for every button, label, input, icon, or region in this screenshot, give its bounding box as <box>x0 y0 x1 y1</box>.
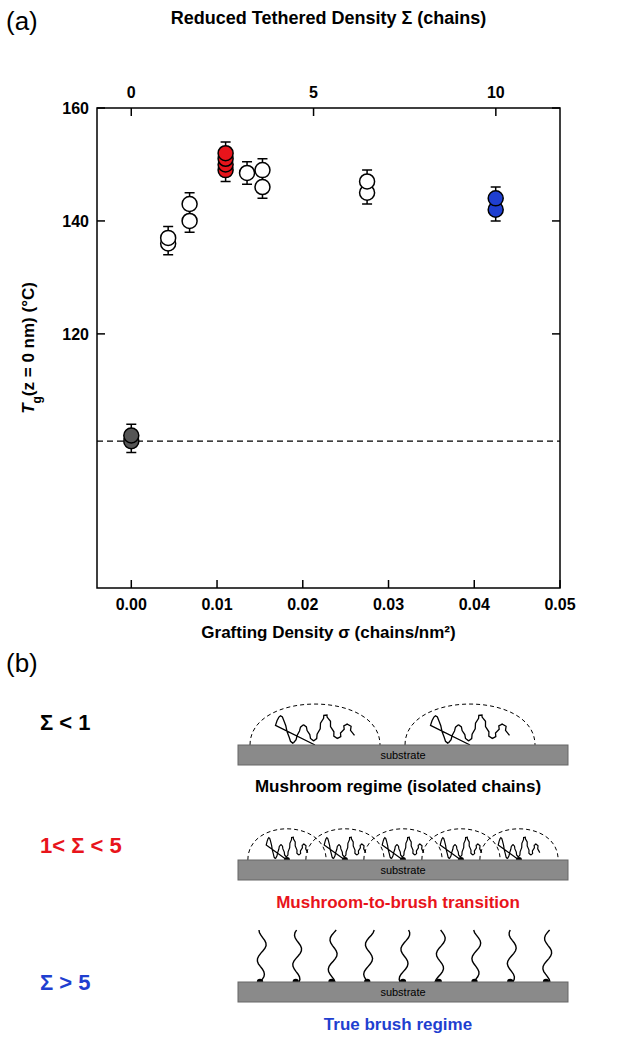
y-tick-right <box>552 220 560 222</box>
x-tick <box>302 580 304 588</box>
plot-frame <box>97 108 560 588</box>
x2-tick-label: 0 <box>127 84 136 101</box>
x-tick <box>559 580 561 588</box>
x-tick <box>474 580 476 588</box>
substrate <box>238 860 568 880</box>
chain <box>382 837 424 860</box>
data-point <box>182 213 197 228</box>
x2-tick <box>495 108 497 116</box>
y-axis-title-part: g <box>30 396 44 403</box>
x-tick-label: 0.03 <box>373 596 404 613</box>
substrate <box>238 745 568 765</box>
regime-caption: Mushroom-to-brush transition <box>276 893 520 912</box>
panel-label: (a) <box>6 6 38 36</box>
x-tick-label: 0.04 <box>459 596 490 613</box>
x-tick <box>388 580 390 588</box>
reference-line <box>97 441 560 442</box>
x-tick <box>216 580 218 588</box>
chain <box>435 930 445 982</box>
chain <box>399 930 410 982</box>
data-point <box>240 165 255 180</box>
x2-tick <box>131 108 133 116</box>
y-axis-title: Tg(z = 0 nm) (°C) <box>19 282 44 414</box>
panel-label: (b) <box>6 648 38 678</box>
data-point <box>218 146 233 161</box>
blob-outline <box>248 829 326 860</box>
chain <box>364 930 375 982</box>
page: {"chart_data": {"type": "scatter", "pane… <box>0 0 619 1041</box>
data-point <box>161 230 176 245</box>
y-tick-label: 140 <box>62 213 89 230</box>
x2-tick <box>313 108 315 116</box>
substrate-label: substrate <box>380 864 425 876</box>
regime-label: Σ < 1 <box>40 710 91 735</box>
blob-outline <box>250 704 380 745</box>
x-tick <box>131 580 133 588</box>
chain <box>328 930 337 982</box>
chain <box>276 715 355 745</box>
regime-label: Σ > 5 <box>40 970 91 995</box>
chain <box>472 930 481 982</box>
chain <box>324 837 366 860</box>
chain <box>507 930 516 982</box>
x-axis-title: Grafting Density σ (chains/nm²) <box>201 623 455 642</box>
data-point <box>182 197 197 212</box>
y-tick-label: 160 <box>62 100 89 117</box>
chain-illustration <box>257 930 552 985</box>
blob-outline <box>306 829 384 860</box>
chain <box>431 715 510 745</box>
regime-caption: True brush regime <box>324 1015 472 1034</box>
substrate-label: substrate <box>380 749 425 761</box>
x2-tick-label: 10 <box>487 84 505 101</box>
chain <box>440 837 482 860</box>
regime-caption: Mushroom regime (isolated chains) <box>255 777 541 796</box>
x2-tick-label: 5 <box>309 84 318 101</box>
chain <box>266 837 308 860</box>
figure: (a) 0.00 0.01 0.02 0.03 0.04 0.05 0 5 10 120 140 160… <box>0 0 619 1041</box>
blob-outline <box>422 829 500 860</box>
chain-illustration <box>248 829 558 863</box>
y-tick <box>97 220 105 222</box>
y-axis-title-part: (z = 0 nm) (°C) <box>19 282 38 396</box>
x-tick-label: 0.01 <box>201 596 232 613</box>
chain <box>257 930 266 982</box>
blob-outline <box>480 829 558 860</box>
y-tick-right <box>552 107 560 109</box>
y-tick-right <box>552 333 560 335</box>
x2-axis-title: Reduced Tethered Density Σ (chains) <box>171 8 487 28</box>
data-point <box>255 180 270 195</box>
chain-illustration <box>250 704 535 745</box>
chain <box>498 837 540 860</box>
chain <box>543 930 552 982</box>
substrate <box>238 982 568 1002</box>
blob-outline <box>405 704 535 745</box>
substrate-label: substrate <box>380 986 425 998</box>
y-tick-label: 120 <box>62 326 89 343</box>
x-tick-label: 0.05 <box>544 596 575 613</box>
data-point <box>488 191 503 206</box>
data-point <box>255 163 270 178</box>
blob-outline <box>364 829 442 860</box>
y-tick <box>97 107 105 109</box>
y-tick <box>97 333 105 335</box>
x-tick-label: 0.00 <box>116 596 147 613</box>
plot-data <box>97 142 560 453</box>
data-point <box>124 428 139 443</box>
x-tick-label: 0.02 <box>287 596 318 613</box>
chain <box>293 930 302 982</box>
regime-label: 1< Σ < 5 <box>40 833 122 858</box>
data-point <box>360 174 375 189</box>
